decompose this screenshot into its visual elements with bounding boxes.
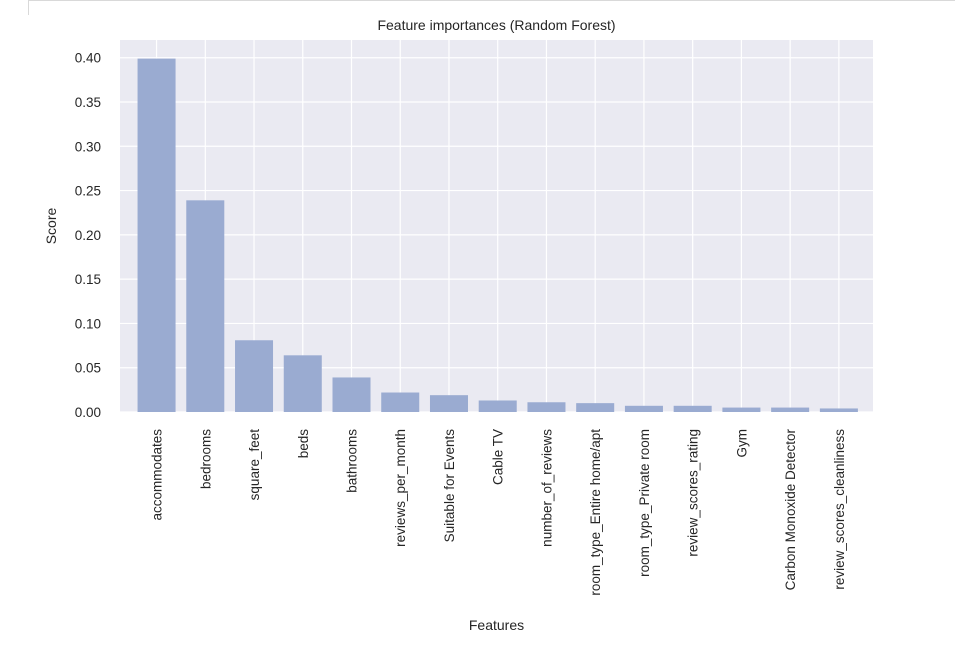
- bar-cable-tv: [478, 400, 517, 412]
- bar-suitable-for-events: [429, 395, 468, 412]
- x-tick-label: Suitable for Events: [442, 429, 457, 543]
- y-tick-label: 0.05: [75, 361, 101, 376]
- y-tick-label: 0.40: [75, 51, 101, 66]
- x-tick-label: accommodates: [150, 429, 165, 521]
- y-axis-label: Score: [43, 208, 59, 245]
- x-tick-label: review_scores_cleanliness: [832, 429, 847, 590]
- bar-review-scores-rating: [673, 405, 712, 412]
- bar-bedrooms: [186, 200, 225, 412]
- bar-reviews-per-month: [381, 392, 420, 412]
- x-tick-label: review_scores_rating: [686, 429, 701, 557]
- y-tick-label: 0.30: [75, 139, 101, 154]
- chart-title: Feature importances (Random Forest): [377, 17, 615, 33]
- y-tick-label: 0.25: [75, 184, 101, 199]
- x-tick-label: Cable TV: [491, 429, 506, 485]
- x-tick-label: room_type_Entire home/apt: [588, 429, 603, 596]
- bar-square-feet: [235, 340, 274, 412]
- bar-carbon-monoxide-detector: [771, 407, 810, 412]
- bar-accommodates: [137, 58, 176, 412]
- x-tick-label: square_feet: [247, 429, 262, 501]
- x-tick-label: room_type_Private room: [637, 429, 652, 577]
- bar-number-of-reviews: [527, 402, 566, 412]
- bar-gym: [722, 407, 761, 412]
- cell-top-border: [28, 0, 955, 15]
- plot-area: [120, 40, 873, 412]
- x-tick-label: bedrooms: [198, 429, 213, 489]
- y-tick-label: 0.15: [75, 272, 101, 287]
- x-tick-label: Gym: [734, 429, 749, 458]
- bar-bathrooms: [332, 377, 371, 412]
- bar-room-type-private-room: [624, 405, 663, 412]
- y-tick-label: 0.00: [75, 405, 101, 420]
- x-tick-label: Carbon Monoxide Detector: [783, 429, 798, 591]
- bar-room-type-entire-home-apt: [576, 403, 615, 412]
- y-tick-label: 0.35: [75, 95, 101, 110]
- x-tick-labels: accommodates bedrooms square_feet beds bathr…: [150, 429, 847, 596]
- x-tick-label: bathrooms: [345, 429, 360, 493]
- bar-review-scores-cleanliness: [819, 408, 858, 412]
- y-tick-label: 0.10: [75, 316, 101, 331]
- y-tick-labels: 0.00 0.05 0.10 0.15 0.20 0.25 0.30 0.35 0.40: [75, 51, 101, 420]
- y-tick-label: 0.20: [75, 228, 101, 243]
- x-tick-label: number_of_reviews: [539, 429, 554, 547]
- bar-beds: [283, 355, 322, 412]
- x-tick-label: reviews_per_month: [393, 429, 408, 547]
- x-axis-label: Features: [469, 617, 524, 633]
- x-tick-label: beds: [296, 429, 311, 459]
- bars: [137, 58, 858, 412]
